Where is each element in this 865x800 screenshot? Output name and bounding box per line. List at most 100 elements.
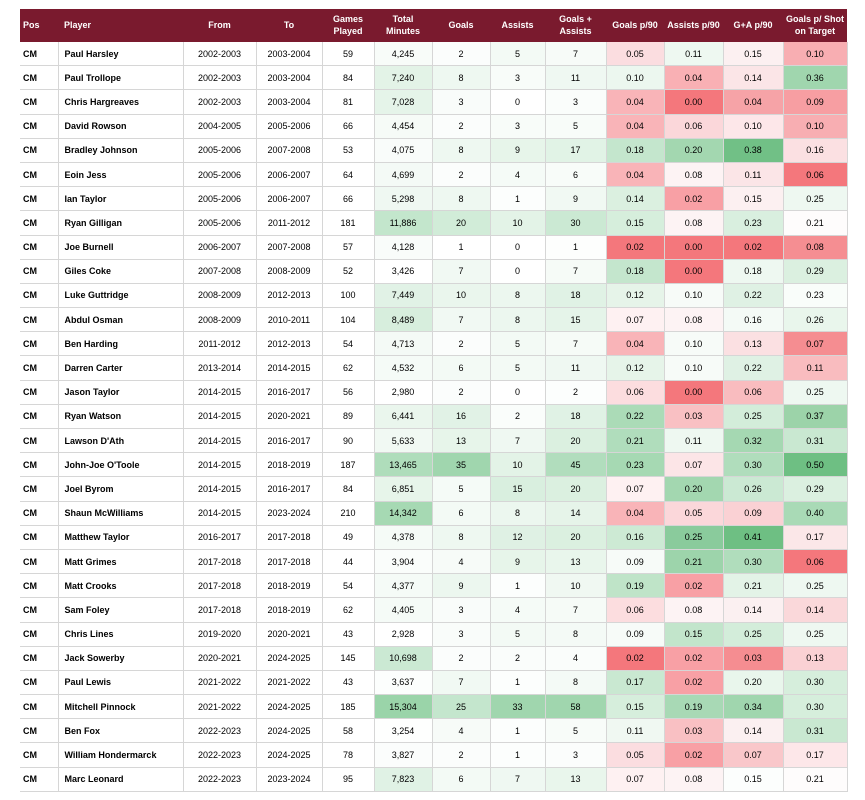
cell-games-played: 54 (322, 331, 375, 357)
cell-ga-p90: 0.13 (723, 331, 784, 357)
cell-assists-p90: 0.00 (664, 259, 724, 284)
table-row: CM Paul Lewis 2021-2022 2021-2022 43 3,637 7 1 8… (20, 670, 848, 696)
cell-goals-per-shot-on-target: 0.31 (783, 718, 848, 744)
table-body: CM Paul Harsley 2002-2003 2003-2004 59 4,245 2… (20, 42, 848, 792)
header-goals-plus-assists: Goals + Assists (545, 9, 606, 42)
cell-total-minutes: 7,240 (374, 65, 433, 91)
cell-goals-plus-assists: 5 (545, 718, 607, 744)
table-row: CM Ryan Watson 2014-2015 2020-2021 89 6,441 16… (20, 404, 848, 430)
cell-total-minutes: 7,823 (374, 767, 433, 792)
cell-ga-p90: 0.25 (723, 404, 784, 430)
cell-assists-p90: 0.02 (664, 186, 724, 212)
cell-goals: 20 (432, 210, 491, 236)
cell-goals-per-shot-on-target: 0.29 (783, 259, 848, 284)
cell-goals-p90: 0.07 (606, 767, 665, 792)
cell-pos: CM (20, 331, 59, 357)
cell-goals-per-shot-on-target: 0.23 (783, 283, 848, 309)
header-pos: Pos (20, 9, 58, 42)
cell-to: 2008-2009 (256, 259, 323, 284)
cell-goals-per-shot-on-target: 0.14 (783, 597, 848, 623)
cell-player: Chris Hargreaves (58, 89, 184, 115)
cell-total-minutes: 7,028 (374, 89, 433, 115)
cell-assists-p90: 0.25 (664, 525, 724, 550)
cell-goals-per-shot-on-target: 0.17 (783, 525, 848, 550)
cell-player: Lawson D'Ath (58, 428, 184, 454)
cell-pos: CM (20, 622, 59, 647)
cell-player: Luke Guttridge (58, 283, 184, 309)
cell-pos: CM (20, 404, 59, 430)
cell-assists: 10 (490, 452, 546, 478)
cell-total-minutes: 4,377 (374, 573, 433, 599)
cell-games-played: 58 (322, 718, 375, 744)
cell-total-minutes: 14,342 (374, 501, 433, 526)
cell-to: 2017-2018 (256, 549, 323, 575)
cell-goals: 8 (432, 186, 491, 212)
cell-assists-p90: 0.08 (664, 597, 724, 623)
cell-goals-p90: 0.04 (606, 89, 665, 115)
cell-goals: 7 (432, 307, 491, 333)
cell-pos: CM (20, 259, 59, 284)
cell-goals-per-shot-on-target: 0.10 (783, 114, 848, 139)
cell-total-minutes: 5,298 (374, 186, 433, 212)
cell-pos: CM (20, 646, 59, 671)
cell-pos: CM (20, 452, 59, 478)
cell-assists: 15 (490, 476, 546, 502)
table-row: CM David Rowson 2004-2005 2005-2006 66 4,454 2… (20, 114, 848, 139)
cell-goals: 25 (432, 694, 491, 720)
table-row: CM Ben Harding 2011-2012 2012-2013 54 4,713 2 5… (20, 331, 848, 357)
cell-to: 2011-2012 (256, 210, 323, 236)
cell-assists-p90: 0.20 (664, 138, 724, 163)
cell-player: Ben Harding (58, 331, 184, 357)
cell-goals: 8 (432, 525, 491, 550)
cell-goals-plus-assists: 58 (545, 694, 607, 720)
cell-goals-per-shot-on-target: 0.13 (783, 646, 848, 671)
header-from: From (183, 9, 256, 42)
cell-player: Matt Crooks (58, 573, 184, 599)
cell-goals: 8 (432, 138, 491, 163)
cell-goals-per-shot-on-target: 0.29 (783, 476, 848, 502)
cell-pos: CM (20, 380, 59, 405)
cell-assists: 1 (490, 186, 546, 212)
cell-to: 2023-2024 (256, 501, 323, 526)
cell-player: Sam Foley (58, 597, 184, 623)
cell-total-minutes: 3,827 (374, 742, 433, 768)
cell-player: Paul Harsley (58, 42, 184, 67)
cell-total-minutes: 2,980 (374, 380, 433, 405)
cell-goals-p90: 0.05 (606, 42, 665, 67)
cell-goals-per-shot-on-target: 0.31 (783, 428, 848, 454)
cell-pos: CM (20, 89, 59, 115)
table-row: CM Sam Foley 2017-2018 2018-2019 62 4,405 3 4 7 0… (20, 597, 848, 623)
cell-ga-p90: 0.15 (723, 767, 784, 792)
cell-goals-p90: 0.02 (606, 235, 665, 260)
cell-total-minutes: 4,075 (374, 138, 433, 163)
cell-games-played: 78 (322, 742, 375, 768)
cell-goals-p90: 0.04 (606, 162, 665, 188)
table-row: CM Ryan Gilligan 2005-2006 2011-2012 181 11,8… (20, 210, 848, 236)
cell-total-minutes: 4,128 (374, 235, 433, 260)
cell-to: 2018-2019 (256, 452, 323, 478)
cell-from: 2014-2015 (183, 428, 257, 454)
cell-assists: 1 (490, 718, 546, 744)
table-row: CM Matt Grimes 2017-2018 2017-2018 44 3,904 4 9… (20, 549, 848, 575)
cell-assists-p90: 0.19 (664, 694, 724, 720)
table-row: CM Luke Guttridge 2008-2009 2012-2013 100 7,4… (20, 283, 848, 309)
cell-assists-p90: 0.08 (664, 210, 724, 236)
cell-pos: CM (20, 549, 59, 575)
cell-goals-per-shot-on-target: 0.25 (783, 186, 848, 212)
cell-player: Abdul Osman (58, 307, 184, 333)
cell-from: 2022-2023 (183, 767, 257, 792)
cell-games-played: 89 (322, 404, 375, 430)
cell-player: Bradley Johnson (58, 138, 184, 163)
cell-goals-plus-assists: 10 (545, 573, 607, 599)
cell-to: 2021-2022 (256, 670, 323, 696)
cell-goals: 9 (432, 573, 491, 599)
cell-games-played: 145 (322, 646, 375, 671)
cell-total-minutes: 4,713 (374, 331, 433, 357)
cell-total-minutes: 11,886 (374, 210, 433, 236)
cell-goals: 7 (432, 259, 491, 284)
table-row: CM Joel Byrom 2014-2015 2016-2017 84 6,851 5 15… (20, 476, 848, 502)
cell-pos: CM (20, 138, 59, 163)
cell-assists: 33 (490, 694, 546, 720)
cell-games-played: 181 (322, 210, 375, 236)
cell-assists: 10 (490, 210, 546, 236)
